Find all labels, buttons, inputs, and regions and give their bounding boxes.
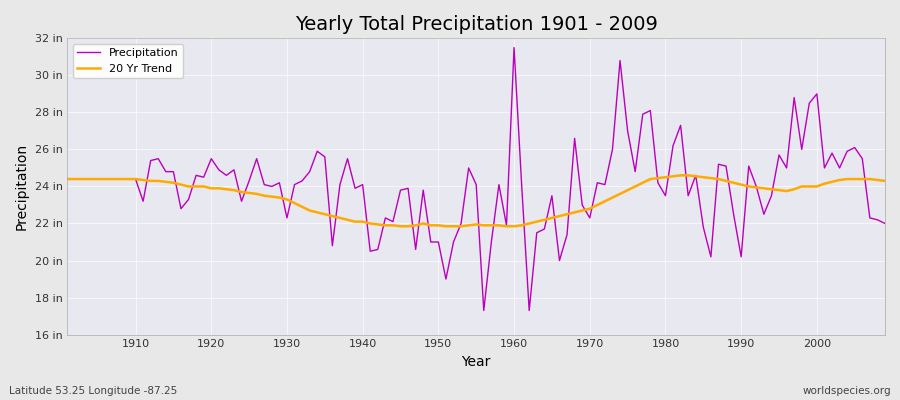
- Legend: Precipitation, 20 Yr Trend: Precipitation, 20 Yr Trend: [73, 44, 183, 78]
- Line: Precipitation: Precipitation: [68, 48, 885, 310]
- Precipitation: [289, 182, 300, 187]
- 20 Yr Trend: [335, 216, 346, 220]
- 20 Yr Trend: [289, 201, 300, 206]
- Precipitation: [508, 45, 519, 50]
- 20 Yr Trend: [608, 195, 618, 200]
- Title: Yearly Total Precipitation 1901 - 2009: Yearly Total Precipitation 1901 - 2009: [295, 15, 658, 34]
- Precipitation: [879, 221, 890, 226]
- Text: Latitude 53.25 Longitude -87.25: Latitude 53.25 Longitude -87.25: [9, 386, 177, 396]
- Precipitation: [62, 177, 73, 182]
- 20 Yr Trend: [879, 178, 890, 183]
- 20 Yr Trend: [517, 223, 527, 228]
- 20 Yr Trend: [62, 177, 73, 182]
- 20 Yr Trend: [122, 177, 133, 182]
- 20 Yr Trend: [675, 173, 686, 178]
- Y-axis label: Precipitation: Precipitation: [15, 143, 29, 230]
- Precipitation: [517, 182, 527, 187]
- 20 Yr Trend: [395, 224, 406, 229]
- Precipitation: [479, 308, 490, 313]
- 20 Yr Trend: [508, 224, 519, 229]
- Precipitation: [615, 58, 626, 63]
- Precipitation: [335, 182, 346, 187]
- Precipitation: [122, 177, 133, 182]
- Precipitation: [524, 308, 535, 313]
- Line: 20 Yr Trend: 20 Yr Trend: [68, 175, 885, 226]
- Text: worldspecies.org: worldspecies.org: [803, 386, 891, 396]
- X-axis label: Year: Year: [462, 355, 490, 369]
